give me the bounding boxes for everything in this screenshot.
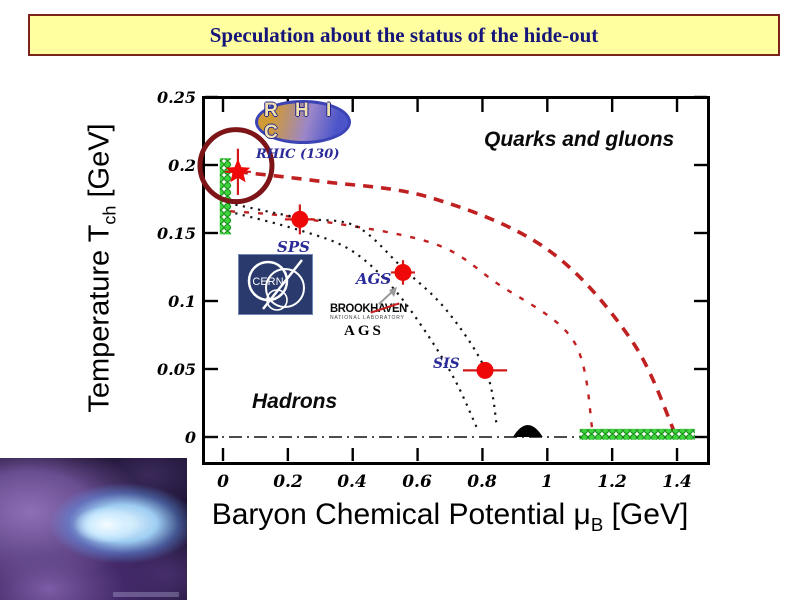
y-tick-label: 0 bbox=[184, 428, 196, 447]
image-credit-text bbox=[113, 592, 179, 597]
plot-regions bbox=[197, 127, 708, 440]
bnl-arrow-icon bbox=[378, 287, 397, 305]
brookhaven-logo: BROOKHAVEN NATIONAL LABORATORY bbox=[330, 301, 412, 321]
brookhaven-subtitle: NATIONAL LABORATORY bbox=[330, 315, 405, 321]
brookhaven-name: BROOKHAVEN bbox=[330, 301, 407, 315]
hadrons-label: Hadrons bbox=[252, 390, 338, 413]
y-tick-label: 0.1 bbox=[168, 292, 196, 311]
y-tick-label: 0.15 bbox=[157, 224, 196, 243]
data-points bbox=[224, 148, 508, 379]
cern-logo: CERN bbox=[238, 254, 313, 315]
x-axis-title: Baryon Chemical Potential μB [GeV] bbox=[211, 498, 689, 535]
y-axis-title: Temperature Tch [GeV] bbox=[83, 123, 120, 413]
x-tick-label: 1.4 bbox=[662, 472, 692, 492]
ags-point-label: AGS bbox=[356, 270, 392, 288]
slide-title: Speculation about the status of the hide… bbox=[209, 22, 599, 47]
x-tick-label: 0.4 bbox=[337, 472, 367, 492]
sis-point-label: SIS bbox=[433, 356, 460, 372]
x-tick-label: 0 bbox=[217, 472, 229, 492]
rhic-point-label: RHIC (130) bbox=[256, 147, 340, 162]
x-tick-label: 0.8 bbox=[467, 472, 497, 492]
rhic-logo: R H I C bbox=[255, 100, 351, 144]
title-banner: Speculation about the status of the hide… bbox=[28, 14, 780, 56]
y-tick-label: 0.25 bbox=[157, 88, 196, 107]
svg-text:CERN: CERN bbox=[252, 276, 283, 288]
x-tick-label: 1.2 bbox=[597, 472, 627, 492]
rhic-logo-letters: R H I C bbox=[264, 100, 338, 143]
nebula-image bbox=[0, 458, 187, 600]
plot-frame bbox=[202, 96, 710, 465]
x-tick-label: 1 bbox=[541, 472, 553, 492]
quarks-gluons-label: Quarks and gluons bbox=[484, 128, 675, 151]
sps-point-label: SPS bbox=[277, 238, 310, 256]
y-tick-label: 0.2 bbox=[168, 156, 196, 175]
x-tick-label: 0.2 bbox=[273, 472, 303, 492]
ags-machine-label: AGS bbox=[344, 323, 384, 339]
y-tick-label: 0.05 bbox=[157, 360, 196, 379]
cern-rings-icon: CERN bbox=[247, 259, 305, 311]
x-tick-label: 0.6 bbox=[402, 472, 432, 492]
